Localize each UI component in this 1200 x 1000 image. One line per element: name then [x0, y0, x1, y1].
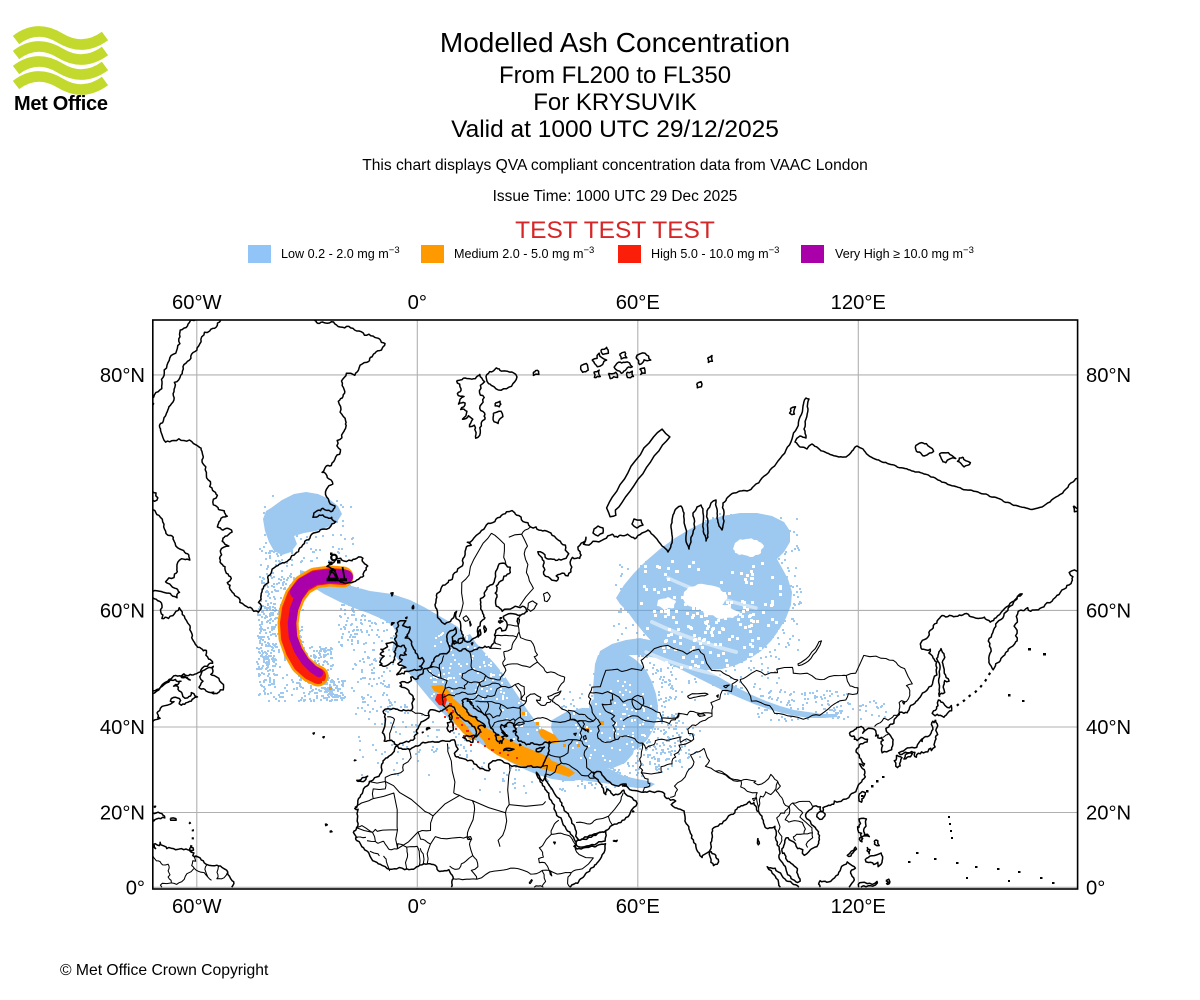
svg-text:0°: 0° [126, 877, 145, 899]
svg-text:Met Office: Met Office [14, 93, 108, 115]
svg-text:80°N: 80°N [100, 365, 145, 387]
svg-text:This chart displays QVA compli: This chart displays QVA compliant concen… [362, 157, 868, 174]
svg-text:Modelled Ash Concentration: Modelled Ash Concentration [440, 27, 790, 58]
svg-text:60°N: 60°N [100, 600, 145, 622]
svg-text:Issue Time: 1000 UTC 29 Dec 20: Issue Time: 1000 UTC 29 Dec 2025 [493, 188, 738, 205]
svg-text:60°N: 60°N [1086, 600, 1131, 622]
svg-text:20°N: 20°N [100, 803, 145, 825]
svg-text:From FL200 to FL350: From FL200 to FL350 [499, 62, 731, 89]
svg-text:120°E: 120°E [831, 292, 886, 314]
svg-text:High 5.0 - 10.0 mg m−3: High 5.0 - 10.0 mg m−3 [651, 245, 779, 261]
svg-text:For KRYSUVIK: For KRYSUVIK [533, 89, 697, 116]
svg-text:120°E: 120°E [831, 896, 886, 918]
svg-text:60°W: 60°W [172, 292, 222, 314]
svg-text:Valid at 1000 UTC 29/12/2025: Valid at 1000 UTC 29/12/2025 [451, 116, 779, 143]
svg-text:Very High ≥ 10.0 mg m−3: Very High ≥ 10.0 mg m−3 [835, 245, 974, 261]
svg-text:0°: 0° [1086, 877, 1105, 899]
svg-text:0°: 0° [408, 292, 427, 314]
svg-text:© Met Office Crown Copyright: © Met Office Crown Copyright [60, 962, 269, 979]
svg-text:40°N: 40°N [100, 717, 145, 739]
svg-text:Low 0.2 - 2.0 mg m−3: Low 0.2 - 2.0 mg m−3 [281, 245, 400, 261]
svg-text:80°N: 80°N [1086, 365, 1131, 387]
svg-text:60°E: 60°E [616, 292, 660, 314]
svg-text:60°E: 60°E [616, 896, 660, 918]
svg-text:Medium 2.0 - 5.0 mg m−3: Medium 2.0 - 5.0 mg m−3 [454, 245, 594, 261]
svg-text:20°N: 20°N [1086, 803, 1131, 825]
svg-text:0°: 0° [408, 896, 427, 918]
svg-text:TEST TEST TEST: TEST TEST TEST [515, 217, 715, 244]
svg-text:40°N: 40°N [1086, 717, 1131, 739]
svg-text:60°W: 60°W [172, 896, 222, 918]
